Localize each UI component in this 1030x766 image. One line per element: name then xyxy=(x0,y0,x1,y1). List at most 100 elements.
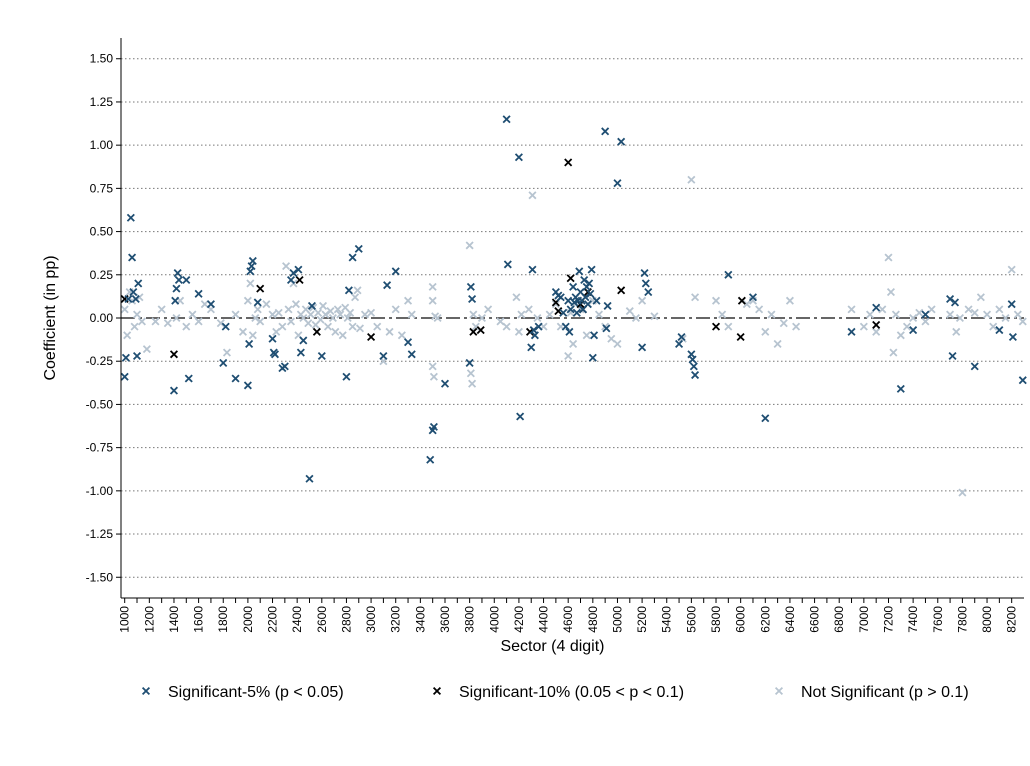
x-tick-label: 4800 xyxy=(586,606,600,633)
data-point xyxy=(391,267,400,276)
data-point xyxy=(512,293,521,302)
data-point xyxy=(902,322,912,331)
data-point xyxy=(640,269,649,278)
x-tick-label: 1600 xyxy=(192,606,206,633)
data-point xyxy=(607,334,616,343)
data-point xyxy=(428,296,437,305)
data-point xyxy=(194,317,203,326)
data-point xyxy=(865,310,875,319)
data-point xyxy=(466,369,475,378)
data-point xyxy=(737,296,746,305)
data-point xyxy=(342,372,351,381)
data-point xyxy=(385,327,394,336)
data-point xyxy=(188,310,197,319)
x-tick-label: 3200 xyxy=(389,606,403,633)
data-point xyxy=(1008,332,1017,342)
data-point xyxy=(561,322,570,331)
data-point xyxy=(950,298,960,307)
data-point xyxy=(312,327,321,336)
data-point xyxy=(530,331,539,340)
data-point xyxy=(289,269,298,278)
x-tick-label: 7400 xyxy=(906,606,920,633)
x-tick-label: 7800 xyxy=(955,606,969,633)
data-point xyxy=(130,322,139,331)
data-point xyxy=(785,296,794,305)
data-point xyxy=(169,386,179,395)
data-point xyxy=(221,322,230,331)
data-point xyxy=(691,371,700,380)
data-points xyxy=(120,115,1027,497)
data-point xyxy=(256,284,265,293)
data-point xyxy=(631,313,640,323)
data-point xyxy=(268,334,277,343)
data-point xyxy=(896,331,905,340)
data-point xyxy=(502,322,511,331)
data-point xyxy=(921,310,930,319)
data-point xyxy=(134,279,143,288)
y-tick-label: 1.00 xyxy=(90,138,114,152)
data-point xyxy=(995,326,1004,335)
x-tick-label: 4600 xyxy=(561,606,575,633)
data-point xyxy=(137,317,146,326)
data-point xyxy=(594,310,604,319)
data-point xyxy=(367,332,376,342)
data-point xyxy=(889,348,898,357)
x-tick-label: 2400 xyxy=(290,606,304,633)
data-point xyxy=(847,327,856,336)
data-point xyxy=(299,336,308,345)
data-point xyxy=(675,339,684,348)
data-point xyxy=(613,179,622,188)
data-point xyxy=(248,331,257,340)
data-point xyxy=(294,265,303,274)
x-tick-label: 2600 xyxy=(315,606,329,633)
legend-label: Significant-5% (p < 0.05) xyxy=(168,684,344,701)
data-point xyxy=(231,374,240,383)
y-tick-label: 0.50 xyxy=(90,225,114,239)
data-point xyxy=(689,362,698,371)
data-point xyxy=(353,286,362,295)
y-tick-label: 1.25 xyxy=(90,95,114,109)
data-point xyxy=(564,158,573,167)
data-point xyxy=(1018,317,1027,326)
data-point xyxy=(278,322,287,331)
data-point xyxy=(603,301,612,310)
data-point xyxy=(268,310,277,319)
data-point xyxy=(964,305,973,314)
data-point xyxy=(295,275,304,285)
data-point xyxy=(915,308,924,317)
data-point xyxy=(440,379,450,388)
x-tick-label: 6000 xyxy=(734,606,748,633)
data-point xyxy=(367,308,376,317)
data-point xyxy=(909,326,918,335)
data-point xyxy=(625,307,634,316)
x-axis-title: Sector (4 digit) xyxy=(500,638,604,655)
data-point xyxy=(169,350,179,359)
data-point xyxy=(748,293,758,302)
x-tick-label: 1000 xyxy=(118,606,132,633)
legend: Significant-5% (p < 0.05) Significant-10%… xyxy=(141,684,969,701)
data-point xyxy=(314,308,323,317)
data-point xyxy=(946,310,955,319)
data-point xyxy=(564,351,573,361)
data-point xyxy=(151,317,160,326)
data-point xyxy=(280,362,289,371)
data-point xyxy=(194,289,203,298)
data-point xyxy=(284,305,293,314)
data-point xyxy=(970,308,979,317)
data-point xyxy=(559,308,568,317)
data-point xyxy=(872,303,881,312)
data-point xyxy=(131,294,140,304)
data-point xyxy=(847,305,856,314)
data-point xyxy=(172,313,181,323)
data-point xyxy=(736,332,745,342)
x-tick-label: 6600 xyxy=(808,606,822,633)
data-point xyxy=(724,270,733,279)
data-point xyxy=(572,308,581,317)
data-point xyxy=(688,355,697,364)
data-point xyxy=(129,288,138,297)
legend-marker xyxy=(774,686,784,696)
data-point xyxy=(638,343,647,352)
data-point xyxy=(142,345,151,354)
data-point xyxy=(132,351,142,361)
data-point xyxy=(245,339,254,348)
